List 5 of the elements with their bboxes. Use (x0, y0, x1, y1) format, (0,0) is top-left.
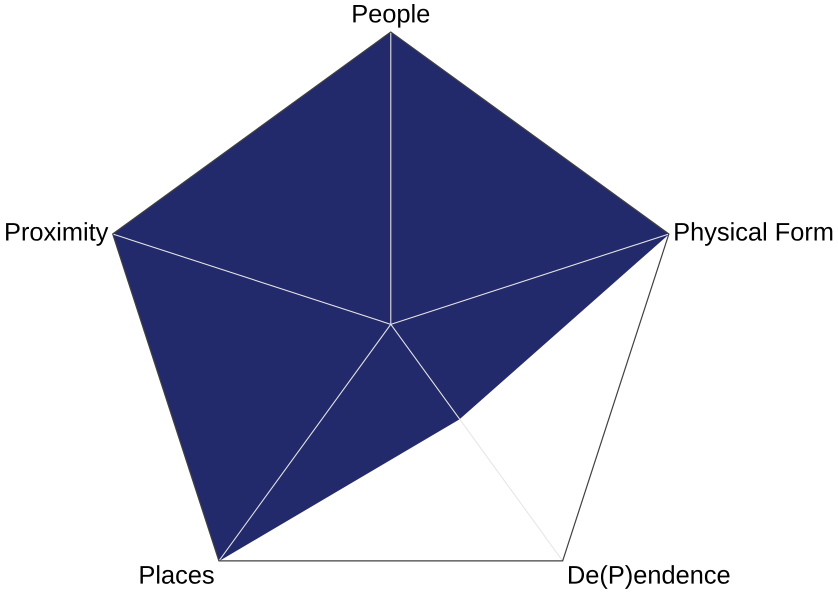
spoke-label: Proximity (6, 222, 108, 246)
spoke-label: Places (140, 565, 214, 584)
spoke-label: De(P)endence (569, 565, 730, 589)
spoke-label: Physical Form (675, 222, 832, 246)
spoke-label: People (353, 4, 430, 28)
